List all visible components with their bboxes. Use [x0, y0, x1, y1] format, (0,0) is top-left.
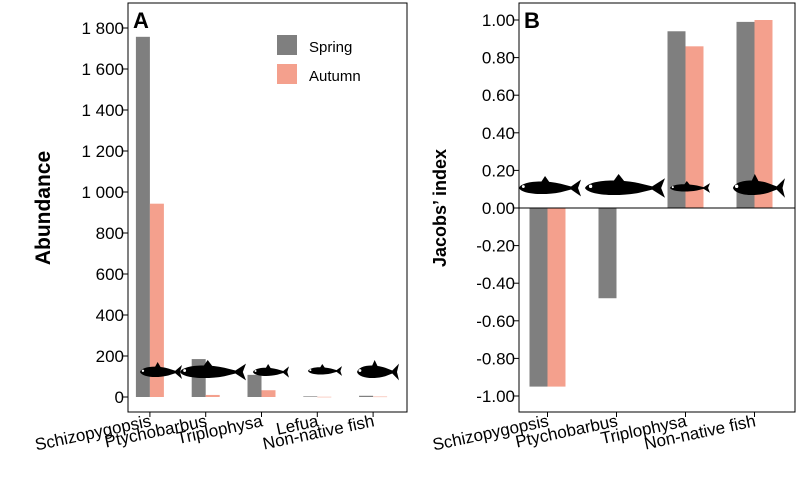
panel-a-xtick-label-non-native-fish: Non-native fish — [261, 411, 376, 453]
panel-a-ytick-label: 400 — [96, 306, 124, 325]
legend-swatch-spring — [277, 35, 297, 55]
panel-a-ylabel: Abundance — [32, 151, 55, 265]
panel-a-label: A — [133, 8, 149, 33]
panel-b-ytick-label: 0.20 — [482, 161, 515, 180]
panel-b-ytick-label: 1.00 — [482, 11, 515, 30]
fish-silhouette-icon-lefua — [308, 364, 342, 376]
panel-a-ytick-label: 600 — [96, 265, 124, 284]
panel-a-ytick-label: 1 800 — [81, 19, 124, 38]
panel-a-ytick-label: 1 200 — [81, 142, 124, 161]
bar-b-autumn-schizopygopsis — [547, 208, 566, 387]
legend-label-autumn: Autumn — [309, 68, 361, 85]
panel-b-ytick-label: -0.80 — [476, 349, 515, 368]
legend-label-spring: Spring — [309, 39, 352, 56]
panel-b-label: B — [524, 8, 540, 33]
panel-b: B Jacobs’ index -1.00 -0.80 -0.60 -0.40 -0.2… — [430, 2, 796, 454]
bar-a-spring-triplophysa — [247, 374, 262, 397]
panel-a-ytick-label: 800 — [96, 224, 124, 243]
bar-a-autumn-lefua — [317, 396, 332, 398]
panel-a-ytick-label: 1 400 — [81, 101, 124, 120]
fish-silhouette-icon-triplophysa — [253, 364, 289, 378]
bar-b-autumn-non-native-fish — [754, 20, 773, 208]
panel-a: A Abundance 0 200 400 600 800 1 000 1 200 1 400… — [32, 2, 408, 454]
legend-swatch-autumn — [277, 64, 297, 84]
panel-b-ytick-label: -0.40 — [476, 274, 515, 293]
panel-b-ylabel: Jacobs’ index — [430, 149, 450, 267]
fish-silhouette-icon-b-schizopygopsis — [519, 176, 581, 197]
bar-a-spring-lefua — [303, 396, 318, 397]
bar-a-spring-non-native-fish — [359, 395, 374, 397]
bar-a-spring-schizopygopsis — [135, 36, 150, 397]
bar-a-autumn-triplophysa — [261, 390, 276, 397]
bar-b-spring-schizopygopsis — [529, 208, 548, 387]
fish-silhouette-icon-b-triplophysa — [670, 181, 710, 193]
panel-b-ytick-label: 0.80 — [482, 49, 515, 68]
panel-a-ytick-label: 200 — [96, 347, 124, 366]
panel-a-ytick-label: 1 000 — [81, 183, 124, 202]
bar-a-autumn-non-native-fish — [373, 396, 388, 398]
fish-silhouette-icon-schizopygopsis — [140, 362, 182, 379]
panel-a-frame — [127, 2, 408, 413]
fish-silhouette-icon-b-ptychobarbus — [585, 174, 665, 198]
bar-a-autumn-schizopygopsis — [149, 203, 164, 397]
panel-b-ytick-label: 0.00 — [482, 199, 515, 218]
bar-a-autumn-ptychobarbus — [205, 394, 220, 397]
bar-b-spring-triplophysa — [667, 31, 686, 209]
fish-silhouette-icon-ptychobarbus — [180, 360, 246, 381]
fish-silhouette-icon-non-native-fish — [357, 360, 399, 381]
bar-b-spring-ptychobarbus — [598, 208, 617, 299]
bar-b-autumn-triplophysa — [685, 46, 704, 208]
fish-silhouette-icon-b-non-native-fish — [733, 174, 785, 198]
panel-a-ytick-label: 0 — [115, 388, 124, 407]
panel-b-ytick-label: -0.20 — [476, 237, 515, 256]
bar-b-spring-non-native-fish — [736, 21, 755, 208]
panel-b-ytick-label: -0.60 — [476, 312, 515, 331]
legend: Spring Autumn — [277, 35, 361, 85]
panel-a-ytick-label: 1 600 — [81, 60, 124, 79]
panel-b-ytick-label: 0.40 — [482, 124, 515, 143]
panel-b-ytick-label: 0.60 — [482, 86, 515, 105]
panel-b-ytick-label: -1.00 — [476, 387, 515, 406]
